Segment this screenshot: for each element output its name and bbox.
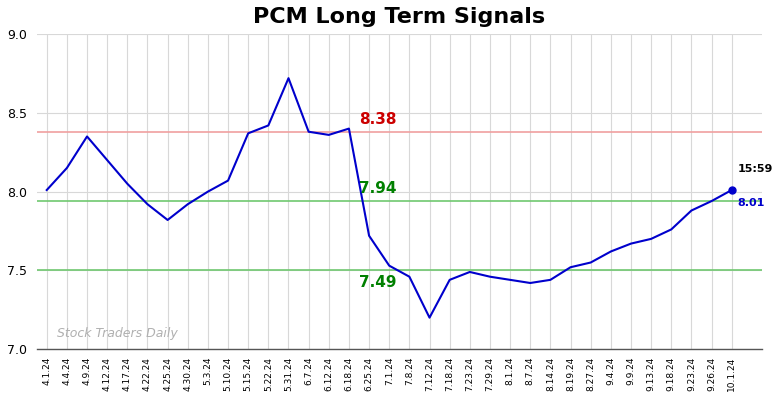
Title: PCM Long Term Signals: PCM Long Term Signals	[253, 7, 546, 27]
Text: 7.94: 7.94	[359, 181, 397, 196]
Text: 7.49: 7.49	[359, 275, 397, 290]
Text: Stock Traders Daily: Stock Traders Daily	[56, 327, 177, 340]
Text: 8.01: 8.01	[738, 198, 765, 208]
Text: 8.38: 8.38	[359, 112, 397, 127]
Text: 15:59: 15:59	[738, 164, 773, 174]
